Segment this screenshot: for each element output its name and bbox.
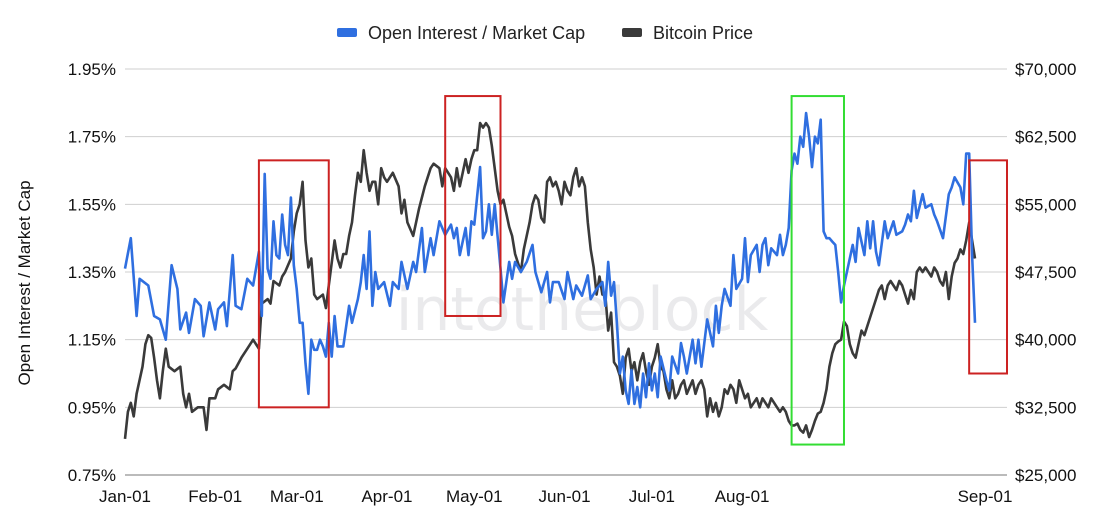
y-right-tick-label: $70,000 xyxy=(1015,60,1076,79)
y-right-tick-label: $47,500 xyxy=(1015,263,1076,282)
y-left-tick-label: 1.75% xyxy=(68,128,116,147)
y-left-tick-label: 1.55% xyxy=(68,195,116,214)
x-tick-label: Jun-01 xyxy=(539,487,591,506)
series-line-open-interest xyxy=(123,111,977,409)
highlight-box xyxy=(444,95,502,317)
y-left-tick-label: 0.95% xyxy=(68,398,116,417)
x-tick-label: Aug-01 xyxy=(715,487,770,506)
y-left-tick-label: 1.95% xyxy=(68,60,116,79)
legend[interactable]: Open Interest / Market Cap Bitcoin Price xyxy=(337,23,753,43)
legend-swatch xyxy=(622,28,642,37)
y-axis-title: Open Interest / Market Cap xyxy=(15,180,34,385)
y-right-tick-label: $25,000 xyxy=(1015,466,1076,485)
y-left-tick-label: 1.15% xyxy=(68,331,116,350)
legend-label: Open Interest / Market Cap xyxy=(368,23,585,43)
x-tick-label: May-01 xyxy=(446,487,503,506)
y-left-tick-label: 0.75% xyxy=(68,466,116,485)
y-right-tick-label: $62,500 xyxy=(1015,128,1076,147)
axes: 0.75% $25,000 0.95% $32,500 1.15% $40,000 1.35… xyxy=(68,60,1077,506)
y-right-tick-label: $40,000 xyxy=(1015,331,1076,350)
series-layer xyxy=(123,111,977,440)
y-right-tick-label: $55,000 xyxy=(1015,195,1076,214)
highlight-box xyxy=(968,159,1008,375)
y-right-tick-label: $32,500 xyxy=(1015,398,1076,417)
x-tick-label: Feb-01 xyxy=(188,487,242,506)
legend-item-open-interest[interactable]: Open Interest / Market Cap xyxy=(337,23,585,43)
annotation-boxes xyxy=(257,95,1008,446)
x-tick-label: Mar-01 xyxy=(270,487,324,506)
highlight-box xyxy=(257,159,330,409)
x-tick-label: Apr-01 xyxy=(361,487,412,506)
x-tick-label: Sep-01 xyxy=(958,487,1013,506)
x-tick-label: Jan-01 xyxy=(99,487,151,506)
x-tick-label: Jul-01 xyxy=(629,487,675,506)
highlight-box xyxy=(790,95,845,446)
legend-item-bitcoin-price[interactable]: Bitcoin Price xyxy=(622,23,753,43)
legend-swatch xyxy=(337,28,357,37)
y-left-tick-label: 1.35% xyxy=(68,263,116,282)
series-line-bitcoin-price xyxy=(123,121,977,440)
legend-label: Bitcoin Price xyxy=(653,23,753,43)
gridlines xyxy=(125,68,1007,476)
